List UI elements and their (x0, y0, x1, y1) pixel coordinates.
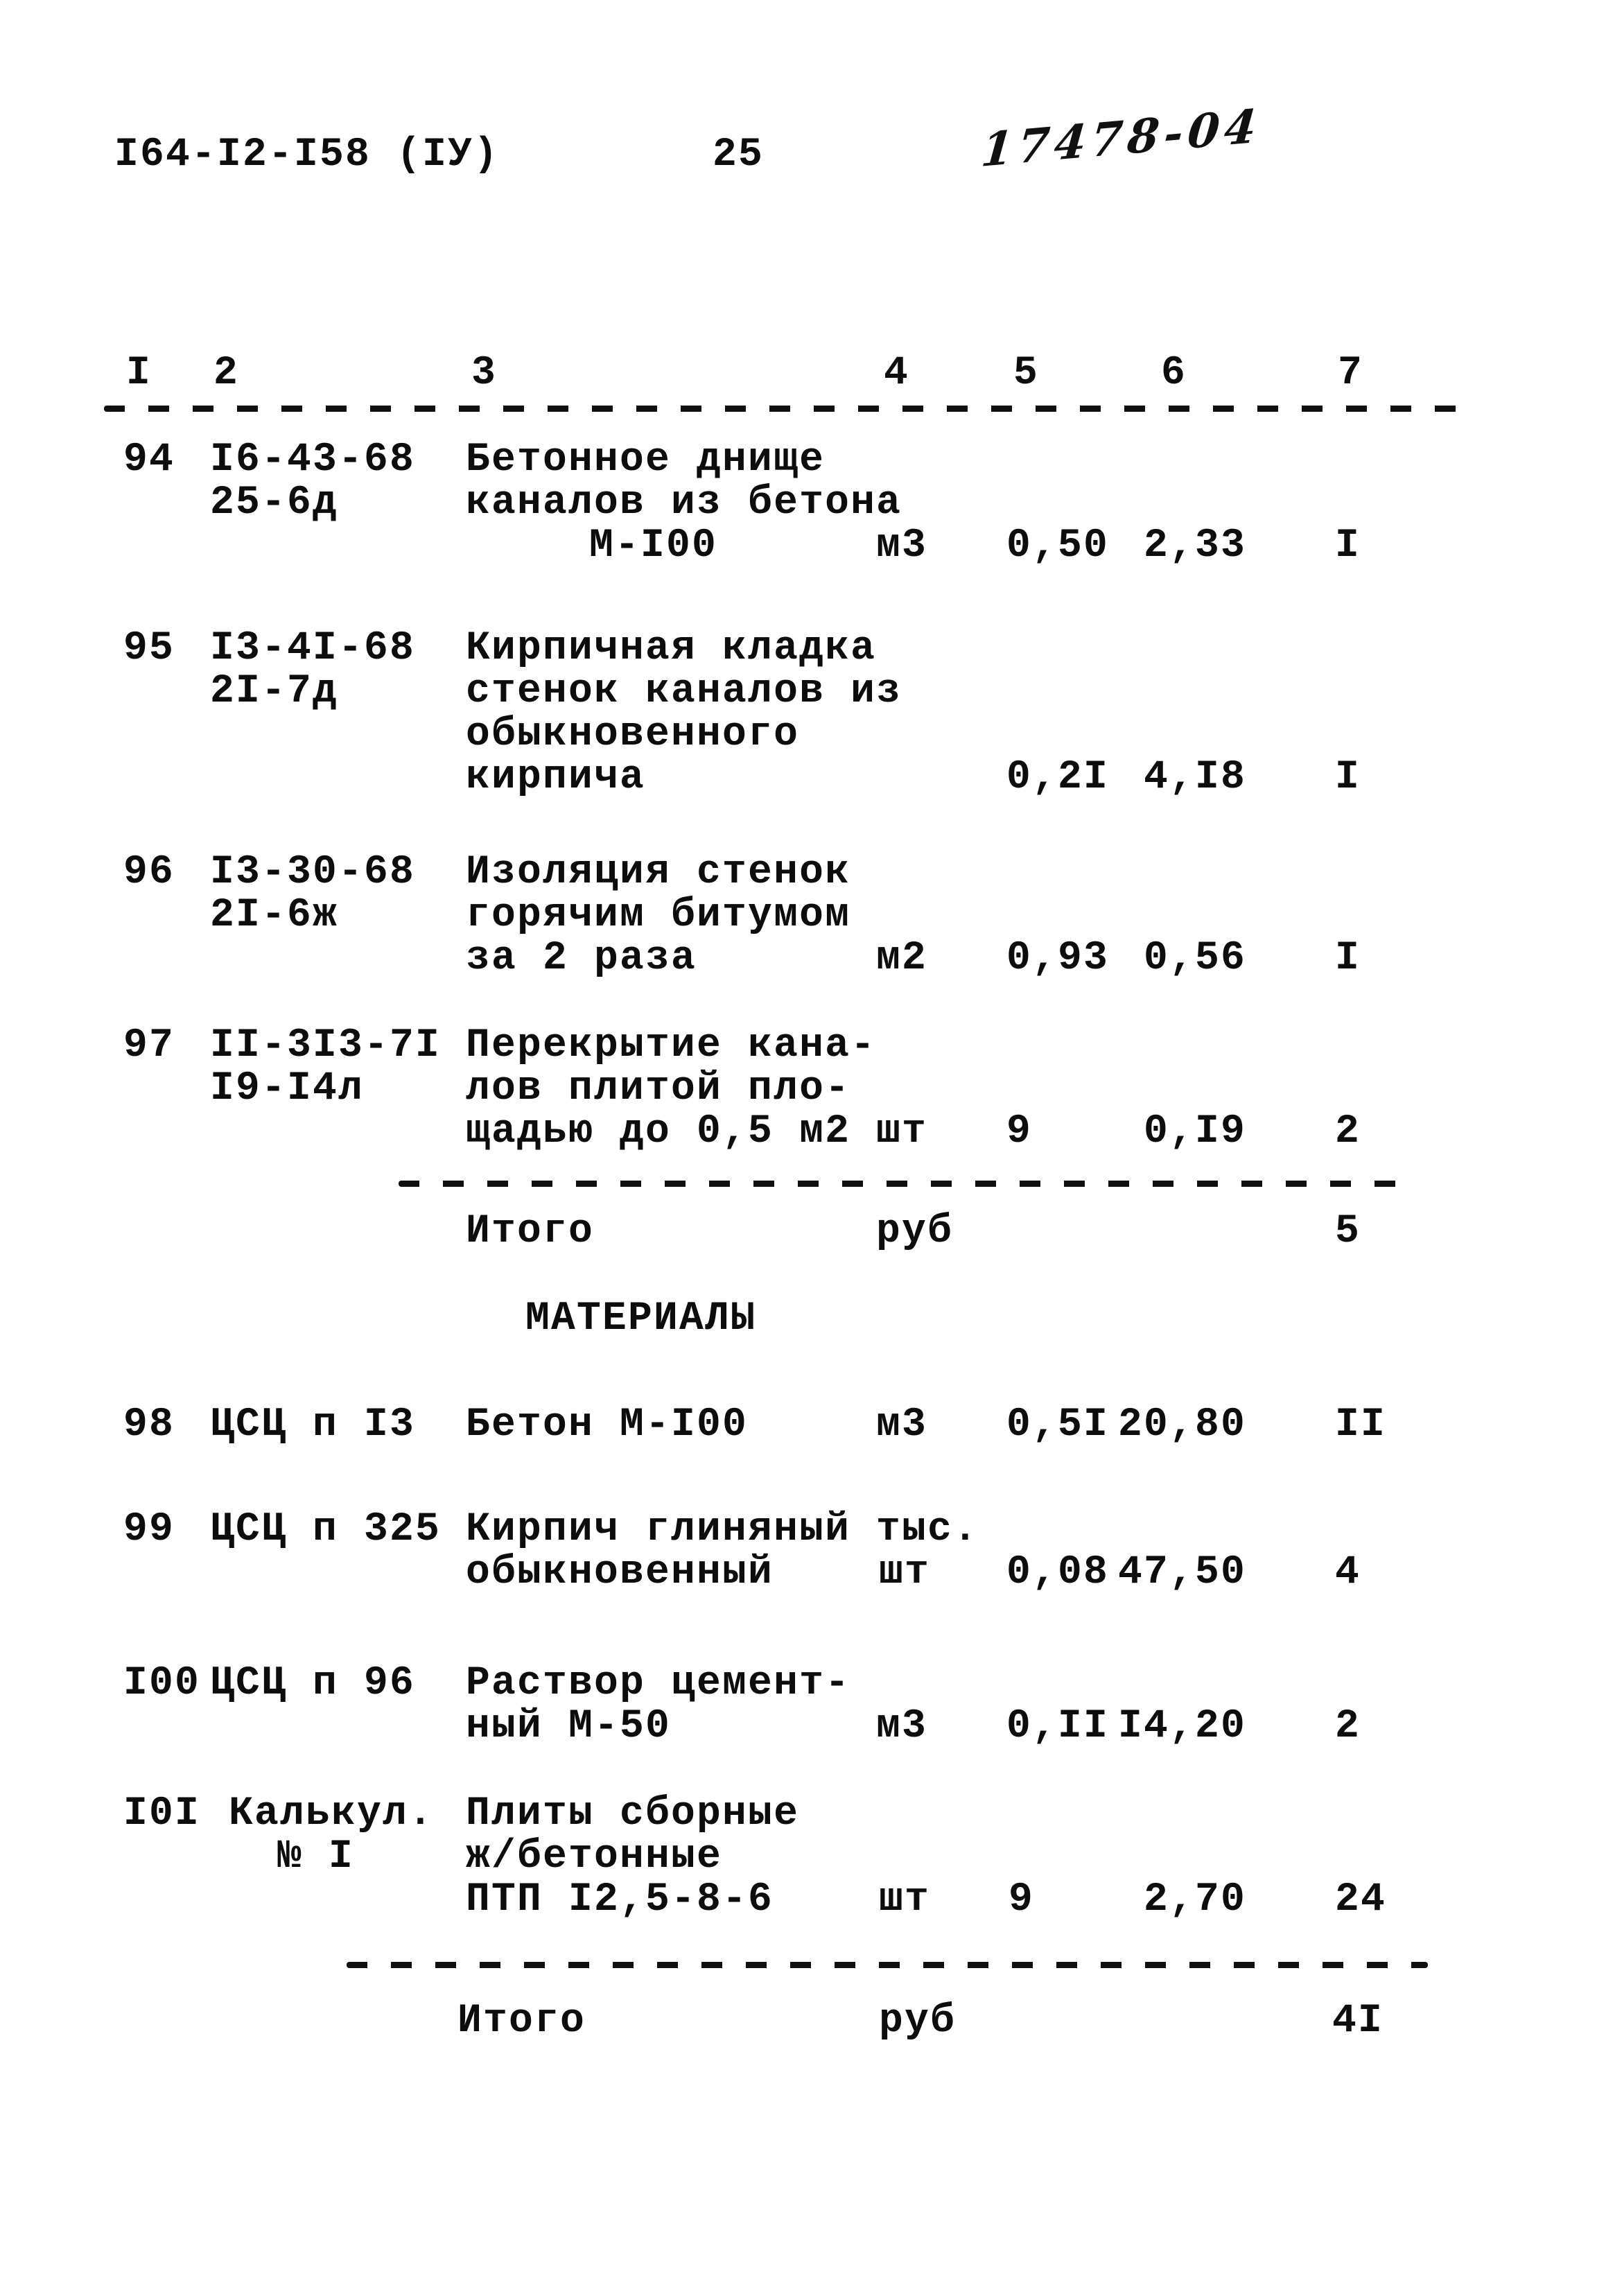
column-header-4: 4 (884, 351, 910, 396)
row-98-price: 20,80 (1117, 1402, 1246, 1447)
row-98-total: II (1335, 1402, 1387, 1447)
row-97-price: 0,I9 (1143, 1109, 1246, 1154)
row-94-total: I (1335, 523, 1361, 568)
row-97-desc-line-3: щадью до 0,5 м2 (466, 1109, 851, 1154)
row-95-code-line-2: 2I-7д (210, 669, 339, 714)
row-97-unit: шт (876, 1109, 928, 1154)
row-95-desc-line-4: кирпича (466, 755, 646, 800)
row-101-num: I0I (123, 1791, 201, 1836)
row-101-total: 24 (1335, 1877, 1387, 1922)
subtotal-1-unit: руб (876, 1209, 954, 1254)
row-101-code-line-1: Калькул. (229, 1791, 435, 1836)
row-96-desc-line-2: горячим битумом (466, 893, 851, 938)
page-number: 25 (713, 132, 765, 177)
subtotal-1-label: Итого (466, 1209, 595, 1254)
row-98-num: 98 (123, 1402, 175, 1447)
row-99-price: 47,50 (1117, 1550, 1246, 1595)
row-95-code-line-1: I3-4I-68 (210, 626, 416, 671)
row-98-desc-line-1: Бетон М-I00 (466, 1402, 749, 1447)
column-header-1: I (126, 351, 152, 396)
subtotal-1-value: 5 (1335, 1209, 1361, 1254)
row-100-unit: м3 (876, 1704, 928, 1749)
row-96-unit: м2 (876, 936, 928, 981)
row-95-num: 95 (123, 626, 175, 671)
row-94-desc-line-3: М-I00 (589, 523, 718, 568)
row-100-code-line-1: ЦСЦ п 96 (210, 1661, 416, 1706)
row-98-code-line-1: ЦСЦ п I3 (210, 1402, 416, 1447)
row-96-num: 96 (123, 850, 175, 895)
row-97-code-line-2: I9-I4л (210, 1066, 365, 1111)
row-99-num: 99 (123, 1507, 175, 1552)
row-101-desc-line-3: ПТП I2,5-8-6 (466, 1877, 774, 1922)
column-header-7: 7 (1338, 351, 1364, 396)
row-96-price: 0,56 (1143, 936, 1246, 981)
section-1-dashed-line (399, 1181, 1400, 1187)
row-96-code-line-2: 2I-6ж (210, 893, 339, 938)
section-2-dashed-line (347, 1962, 1428, 1968)
row-100-total: 2 (1335, 1704, 1361, 1749)
row-100-desc-line-2: ный М-50 (466, 1704, 672, 1749)
row-96-total: I (1335, 936, 1361, 981)
row-100-num: I00 (123, 1661, 201, 1706)
row-94-desc-line-1: Бетонное днище (466, 437, 826, 482)
subtotal-2-value: 4I (1332, 1999, 1384, 2044)
row-95-price: 4,I8 (1143, 755, 1246, 800)
handwritten-number: 17478-04 (979, 98, 1264, 178)
row-100-price: I4,20 (1117, 1704, 1246, 1749)
row-95-qty: 0,2I (1006, 755, 1110, 800)
materials-section-header: МАТЕРИАЛЫ (525, 1296, 757, 1341)
row-95-desc-line-2: стенок каналов из (466, 669, 902, 714)
row-94-price: 2,33 (1143, 523, 1246, 568)
row-101-price: 2,70 (1143, 1877, 1246, 1922)
doc-number: I64-I2-I58 (IУ) (114, 132, 500, 177)
row-95-total: I (1335, 755, 1361, 800)
row-97-qty: 9 (1006, 1109, 1033, 1154)
row-95-desc-line-1: Кирпичная кладка (466, 626, 877, 671)
row-97-desc-line-1: Перекрытие кана- (466, 1023, 877, 1068)
column-header-2: 2 (213, 351, 240, 396)
row-101-unit: шт (879, 1877, 931, 1922)
subtotal-2-unit: руб (879, 1999, 957, 2044)
row-99-qty: 0,08 (1006, 1550, 1110, 1595)
header-dashed-line (104, 406, 1469, 412)
row-101-qty: 9 (1009, 1877, 1035, 1922)
row-96-code-line-1: I3-30-68 (210, 850, 416, 895)
row-97-total: 2 (1335, 1109, 1361, 1154)
row-94-code-line-1: I6-43-68 (210, 437, 416, 482)
row-98-unit: м3 (876, 1402, 928, 1447)
row-99-desc-line-2: обыкновенный (466, 1550, 774, 1595)
row-94-qty: 0,50 (1006, 523, 1110, 568)
row-96-qty: 0,93 (1006, 936, 1110, 981)
row-94-code-line-2: 25-6д (210, 480, 339, 525)
row-100-desc-line-1: Раствор цемент- (466, 1661, 851, 1706)
row-99-code-line-1: ЦСЦ п 325 (210, 1507, 442, 1552)
row-97-code-line-1: II-3I3-7I (210, 1023, 442, 1068)
row-97-num: 97 (123, 1023, 175, 1068)
subtotal-2-label: Итого (457, 1999, 586, 2044)
row-99-unit-line-1: тыс. (876, 1507, 979, 1552)
column-header-5: 5 (1013, 351, 1040, 396)
row-98-qty: 0,5I (1006, 1402, 1110, 1447)
row-101-code-line-2: № I (277, 1834, 355, 1879)
column-header-6: 6 (1161, 351, 1187, 396)
row-100-qty: 0,II (1006, 1704, 1110, 1749)
row-96-desc-line-3: за 2 раза (466, 936, 697, 981)
row-96-desc-line-1: Изоляция стенок (466, 850, 851, 895)
row-97-desc-line-2: лов плитой пло- (466, 1066, 851, 1111)
column-header-3: 3 (471, 351, 498, 396)
row-101-desc-line-2: ж/бетонные (466, 1834, 723, 1879)
row-94-num: 94 (123, 437, 175, 482)
row-94-unit: м3 (876, 523, 928, 568)
row-99-total: 4 (1335, 1550, 1361, 1595)
row-101-desc-line-1: Плиты сборные (466, 1791, 800, 1836)
row-95-desc-line-3: обыкновенного (466, 712, 800, 757)
row-99-unit-line-2: шт (879, 1550, 931, 1595)
row-94-desc-line-2: каналов из бетона (466, 480, 902, 525)
row-99-desc-line-1: Кирпич глиняный (466, 1507, 851, 1552)
